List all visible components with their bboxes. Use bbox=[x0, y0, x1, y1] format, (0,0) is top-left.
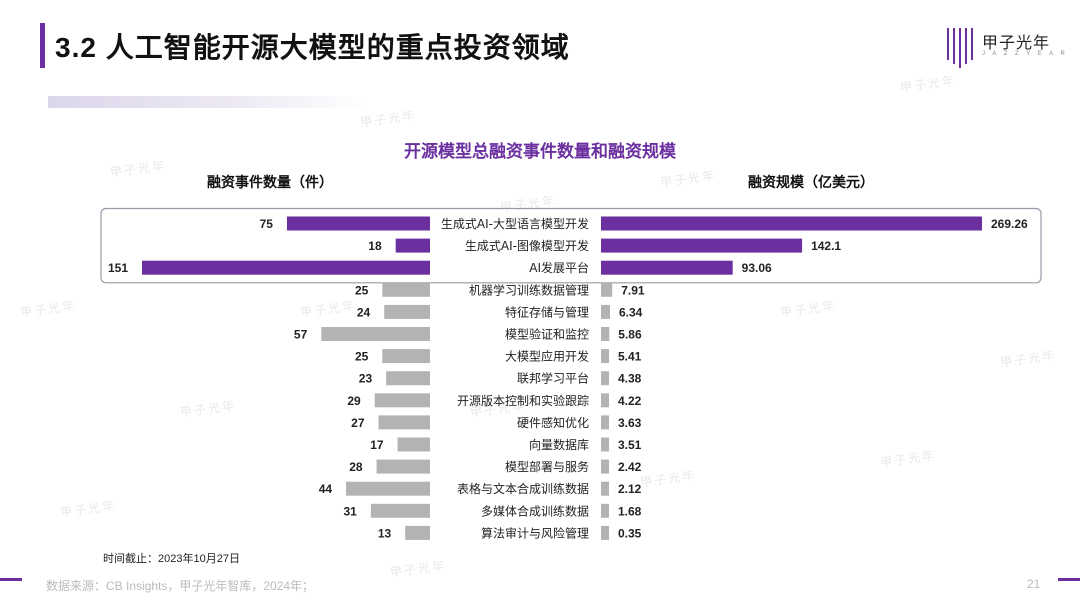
amount-label: 5.41 bbox=[618, 350, 642, 364]
count-bar bbox=[378, 415, 430, 430]
amount-label: 2.12 bbox=[618, 482, 642, 496]
amount-bar bbox=[601, 503, 609, 518]
count-label: 29 bbox=[347, 394, 361, 408]
category-label: 机器学习训练数据管理 bbox=[469, 282, 589, 297]
chart-title: 开源模型总融资事件数量和融资规模 bbox=[404, 142, 676, 161]
highlight-box bbox=[100, 207, 1042, 284]
amount-bar bbox=[601, 437, 609, 452]
amount-label: 7.91 bbox=[621, 283, 645, 297]
count-bar bbox=[386, 371, 430, 386]
count-label: 27 bbox=[351, 416, 365, 430]
count-bar bbox=[405, 525, 430, 540]
amount-label: 269.26 bbox=[991, 217, 1028, 231]
page-title: 3.2 人工智能开源大模型的重点投资领域 bbox=[55, 32, 570, 63]
category-label: AI发展平台 bbox=[529, 260, 589, 275]
count-bar bbox=[376, 459, 430, 474]
category-label: 多媒体合成训练数据 bbox=[481, 503, 589, 518]
title-underline-band bbox=[48, 96, 368, 108]
data-source: 数据来源：CB Insights，甲子光年智库，2024年； bbox=[46, 579, 315, 593]
left-series-header: 融资事件数量（件） bbox=[207, 174, 333, 190]
category-label: 表格与文本合成训练数据 bbox=[457, 481, 589, 496]
right-series-header: 融资规模（亿美元） bbox=[748, 174, 874, 190]
count-bar bbox=[382, 282, 430, 297]
count-bar bbox=[395, 238, 430, 253]
amount-label: 2.42 bbox=[618, 460, 642, 474]
amount-bar bbox=[601, 327, 610, 341]
count-bar bbox=[370, 503, 430, 518]
amount-bar bbox=[601, 525, 609, 540]
jazzyear-logo bbox=[947, 28, 973, 68]
count-bar bbox=[382, 349, 430, 364]
bottom-accent-right bbox=[1058, 578, 1080, 581]
count-label: 31 bbox=[344, 504, 358, 518]
amount-bar bbox=[601, 216, 982, 231]
amount-bar bbox=[601, 304, 610, 319]
date-footnote: 时间截止：2023年10月27日 bbox=[103, 553, 240, 565]
amount-label: 6.34 bbox=[619, 305, 643, 319]
count-label: 75 bbox=[260, 217, 274, 231]
count-bar bbox=[374, 393, 430, 408]
count-bar bbox=[142, 260, 430, 275]
brand-name: 甲子光年 bbox=[982, 35, 1051, 52]
amount-bar bbox=[601, 349, 609, 364]
count-bar bbox=[346, 481, 430, 496]
amount-label: 3.63 bbox=[618, 416, 642, 430]
count-label: 28 bbox=[349, 460, 363, 474]
amount-label: 1.68 bbox=[618, 504, 642, 518]
amount-label: 93.06 bbox=[742, 261, 772, 275]
count-label: 23 bbox=[359, 372, 373, 386]
amount-label: 0.35 bbox=[618, 526, 642, 540]
count-bar bbox=[286, 216, 430, 231]
count-label: 17 bbox=[370, 438, 384, 452]
count-label: 151 bbox=[108, 261, 128, 275]
amount-bar bbox=[601, 371, 609, 386]
count-label: 18 bbox=[368, 239, 382, 253]
amount-label: 142.1 bbox=[811, 239, 841, 253]
category-label: 模型验证和监控 bbox=[505, 327, 589, 342]
count-bar bbox=[384, 304, 430, 319]
brand-sub: J A Z Z Y E A R bbox=[982, 51, 1068, 57]
category-label: 模型部署与服务 bbox=[505, 459, 589, 474]
category-label: 特征存储与管理 bbox=[505, 304, 589, 319]
category-label: 大模型应用开发 bbox=[505, 349, 589, 364]
amount-label: 4.22 bbox=[618, 394, 642, 408]
amount-bar bbox=[601, 459, 609, 474]
count-bar bbox=[397, 437, 430, 452]
amount-bar bbox=[601, 393, 609, 408]
amount-label: 5.86 bbox=[618, 328, 642, 342]
amount-label: 3.51 bbox=[618, 438, 642, 452]
amount-label: 4.38 bbox=[618, 372, 642, 386]
category-label: 生成式AI-大型语言模型开发 bbox=[441, 216, 589, 231]
count-label: 24 bbox=[357, 305, 371, 319]
count-label: 25 bbox=[355, 350, 369, 364]
category-label: 联邦学习平台 bbox=[517, 371, 589, 386]
count-label: 57 bbox=[294, 328, 308, 342]
title-accent-bar bbox=[40, 23, 45, 68]
amount-bar bbox=[601, 260, 733, 275]
amount-bar bbox=[601, 481, 609, 496]
count-bar bbox=[321, 327, 430, 341]
amount-bar bbox=[601, 415, 609, 430]
category-label: 算法审计与风险管理 bbox=[481, 525, 589, 540]
count-label: 13 bbox=[378, 526, 392, 540]
bottom-accent-left bbox=[0, 578, 22, 581]
count-label: 25 bbox=[355, 283, 369, 297]
category-label: 硬件感知优化 bbox=[517, 415, 589, 430]
page-number: 21 bbox=[1027, 577, 1041, 591]
category-label: 开源版本控制和实验跟踪 bbox=[457, 393, 589, 408]
category-label: 向量数据库 bbox=[529, 437, 589, 452]
category-label: 生成式AI-图像模型开发 bbox=[465, 238, 589, 253]
count-label: 44 bbox=[319, 482, 333, 496]
amount-bar bbox=[601, 238, 803, 253]
amount-bar bbox=[601, 282, 613, 297]
